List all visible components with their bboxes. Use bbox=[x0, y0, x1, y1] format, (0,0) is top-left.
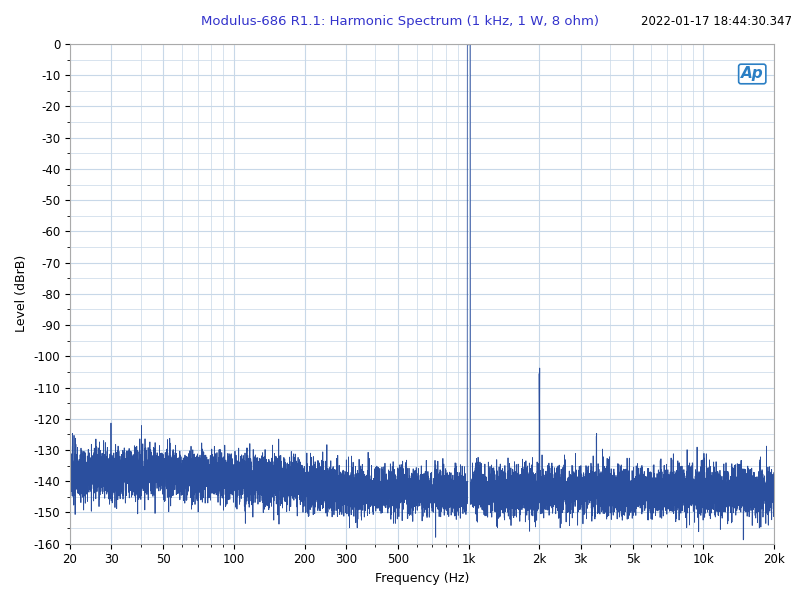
Text: Ap: Ap bbox=[741, 67, 763, 82]
Text: 2022-01-17 18:44:30.347: 2022-01-17 18:44:30.347 bbox=[641, 15, 792, 28]
X-axis label: Frequency (Hz): Frequency (Hz) bbox=[375, 572, 470, 585]
Text: Modulus-686 R1.1: Harmonic Spectrum (1 kHz, 1 W, 8 ohm): Modulus-686 R1.1: Harmonic Spectrum (1 k… bbox=[201, 15, 599, 28]
Y-axis label: Level (dBrB): Level (dBrB) bbox=[15, 255, 28, 332]
